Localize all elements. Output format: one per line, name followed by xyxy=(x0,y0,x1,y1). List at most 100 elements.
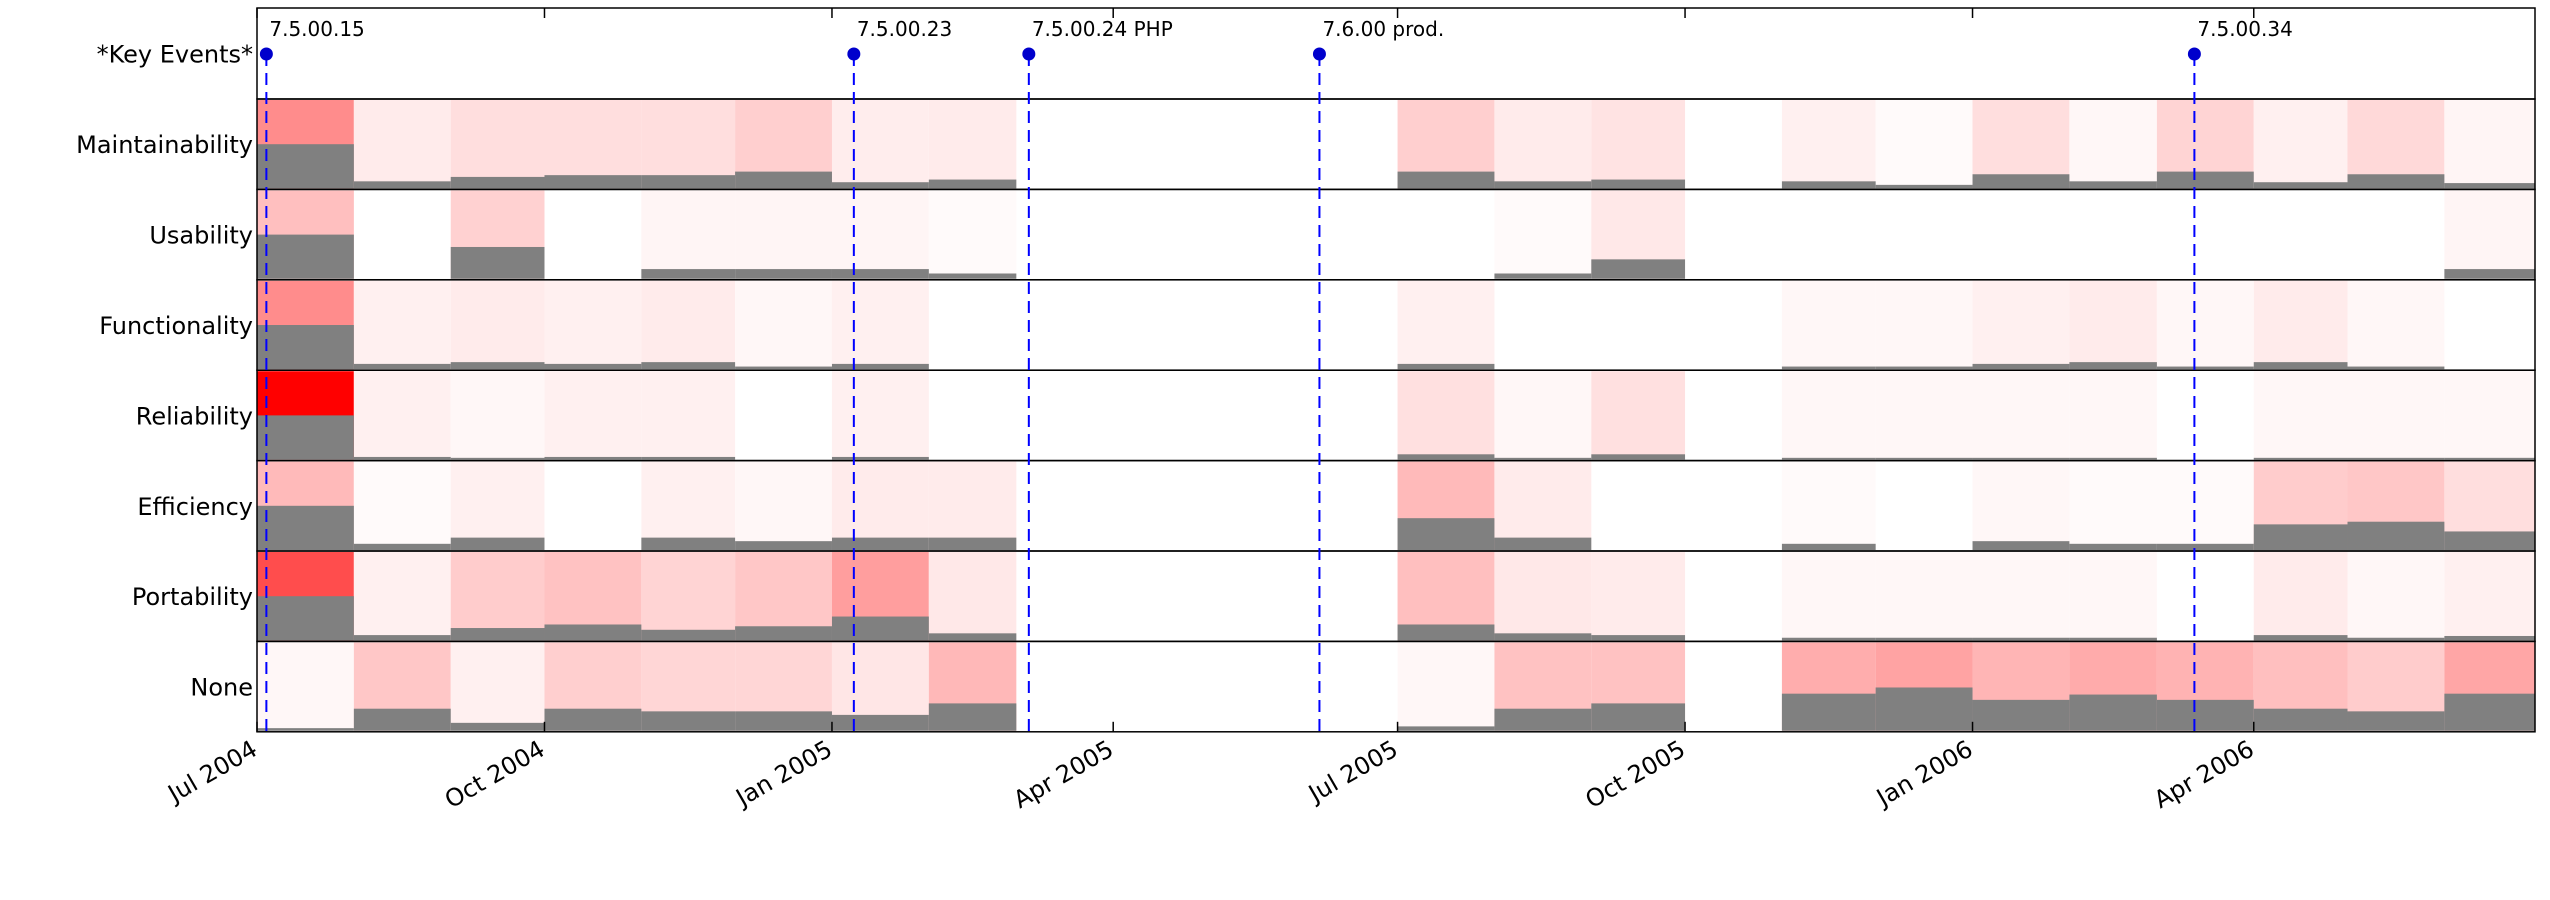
heatmap-cell xyxy=(2347,552,2445,641)
heatmap-cell xyxy=(1972,280,2070,370)
heatmap-cell xyxy=(450,461,545,550)
magnitude-bar xyxy=(2347,637,2445,641)
heatmap-cell xyxy=(2347,371,2445,460)
magnitude-bar xyxy=(1591,703,1686,731)
x-tick-label: Jul 2004 xyxy=(162,735,262,809)
magnitude-bar xyxy=(735,171,832,189)
magnitude-bars xyxy=(257,144,2535,731)
heatmap-cell xyxy=(353,280,451,370)
magnitude-bar xyxy=(544,708,642,731)
key-events: 7.5.00.15 7.5.00.23 7.5.00.24 PHP 7.6.00 pr… xyxy=(259,17,2293,732)
x-tick-label: Oct 2004 xyxy=(440,735,549,814)
heatmap-cell xyxy=(1972,461,2070,550)
magnitude-bar xyxy=(1397,624,1495,641)
heatmap-cell xyxy=(1397,371,1495,460)
magnitude-bar xyxy=(544,363,642,370)
magnitude-bar xyxy=(353,363,451,370)
row-frames xyxy=(256,7,2536,733)
heatmap-cell xyxy=(928,100,1017,189)
magnitude-bar xyxy=(928,273,1017,279)
heatmap-cell xyxy=(2156,280,2254,370)
heatmap-cell xyxy=(641,461,736,550)
heatmap-cell xyxy=(1875,552,1973,641)
event-marker xyxy=(1312,47,1326,61)
heatmap-cell xyxy=(641,190,736,279)
magnitude-bar xyxy=(2347,457,2445,460)
event-marker xyxy=(2187,47,2201,61)
magnitude-bar xyxy=(1591,635,1686,641)
heatmap-cell xyxy=(257,642,354,731)
magnitude-bar xyxy=(1875,687,1973,731)
heatmap-cell xyxy=(2444,371,2535,460)
heatmap-cell xyxy=(2347,100,2445,189)
event-row-frame xyxy=(256,7,2536,100)
heatmap-cell xyxy=(353,461,451,550)
magnitude-bar xyxy=(1875,457,1973,460)
magnitude-bar xyxy=(1397,454,1495,460)
magnitude-bar xyxy=(1591,454,1686,460)
magnitude-bar xyxy=(1781,181,1876,189)
heatmap-cell xyxy=(831,371,929,460)
heatmap-cell xyxy=(831,280,929,370)
magnitude-bar xyxy=(1781,693,1876,731)
event-row-label: *Key Events* xyxy=(97,41,253,69)
magnitude-bar xyxy=(1972,699,2070,731)
heatmap-cell xyxy=(1494,371,1592,460)
magnitude-bar xyxy=(2069,694,2157,731)
row-labels: Maintainability Usability Functionality Rel… xyxy=(76,41,253,702)
magnitude-bar xyxy=(735,541,832,550)
heatmap-cell xyxy=(2253,280,2348,370)
heatmap-cell xyxy=(1591,552,1686,641)
heatmap-cell xyxy=(450,642,545,731)
event-label: 7.5.00.23 xyxy=(857,17,952,41)
magnitude-bar xyxy=(1494,181,1592,189)
magnitude-bar xyxy=(641,269,736,279)
magnitude-bar xyxy=(2444,693,2535,731)
magnitude-bar xyxy=(2444,457,2535,460)
magnitude-bar xyxy=(1781,457,1876,460)
magnitude-bar xyxy=(1494,708,1592,731)
magnitude-bar xyxy=(450,537,545,550)
magnitude-bar xyxy=(2347,521,2445,550)
event-label: 7.5.00.24 PHP xyxy=(1032,17,1173,41)
x-tick-label: Jul 2005 xyxy=(1302,735,1402,809)
magnitude-bar xyxy=(1397,726,1495,731)
magnitude-bar xyxy=(2069,457,2157,460)
heatmap-cell xyxy=(928,190,1017,279)
magnitude-bar xyxy=(544,624,642,641)
heatmap-cell xyxy=(735,552,832,641)
magnitude-bar xyxy=(2069,543,2157,550)
heatmap-cell xyxy=(1494,461,1592,550)
heatmap-cell xyxy=(2253,100,2348,189)
heatmap-cell xyxy=(544,371,642,460)
x-tick-label: Oct 2005 xyxy=(1581,735,1690,814)
event-label: 7.5.00.15 xyxy=(269,17,364,41)
magnitude-bar xyxy=(1494,273,1592,279)
heatmap-cell xyxy=(1972,100,2070,189)
magnitude-bar xyxy=(928,179,1017,189)
heatmap-cell xyxy=(831,100,929,189)
heatmap-cell xyxy=(2444,100,2535,189)
heatmap-cell xyxy=(1875,280,1973,370)
magnitude-bar xyxy=(2347,174,2445,189)
magnitude-bar xyxy=(450,457,545,460)
magnitude-bar xyxy=(2253,635,2348,641)
magnitude-bar xyxy=(2444,531,2535,550)
event-marker xyxy=(259,47,273,61)
heatmap-cell xyxy=(735,280,832,370)
magnitude-bar xyxy=(353,456,451,460)
magnitude-bar xyxy=(831,363,929,370)
row-label: Reliability xyxy=(136,402,253,430)
heatmap-cell xyxy=(641,552,736,641)
magnitude-bar xyxy=(2156,366,2254,370)
magnitude-bar xyxy=(1972,457,2070,460)
magnitude-bar xyxy=(2069,637,2157,641)
heatmap-cell xyxy=(1781,461,1876,550)
magnitude-bar xyxy=(831,714,929,731)
magnitude-bar xyxy=(641,537,736,550)
magnitude-bar xyxy=(2444,269,2535,279)
event-label: 7.5.00.34 xyxy=(2197,17,2292,41)
heatmap-cell xyxy=(353,371,451,460)
magnitude-bar xyxy=(353,543,451,550)
magnitude-bar xyxy=(257,144,354,189)
